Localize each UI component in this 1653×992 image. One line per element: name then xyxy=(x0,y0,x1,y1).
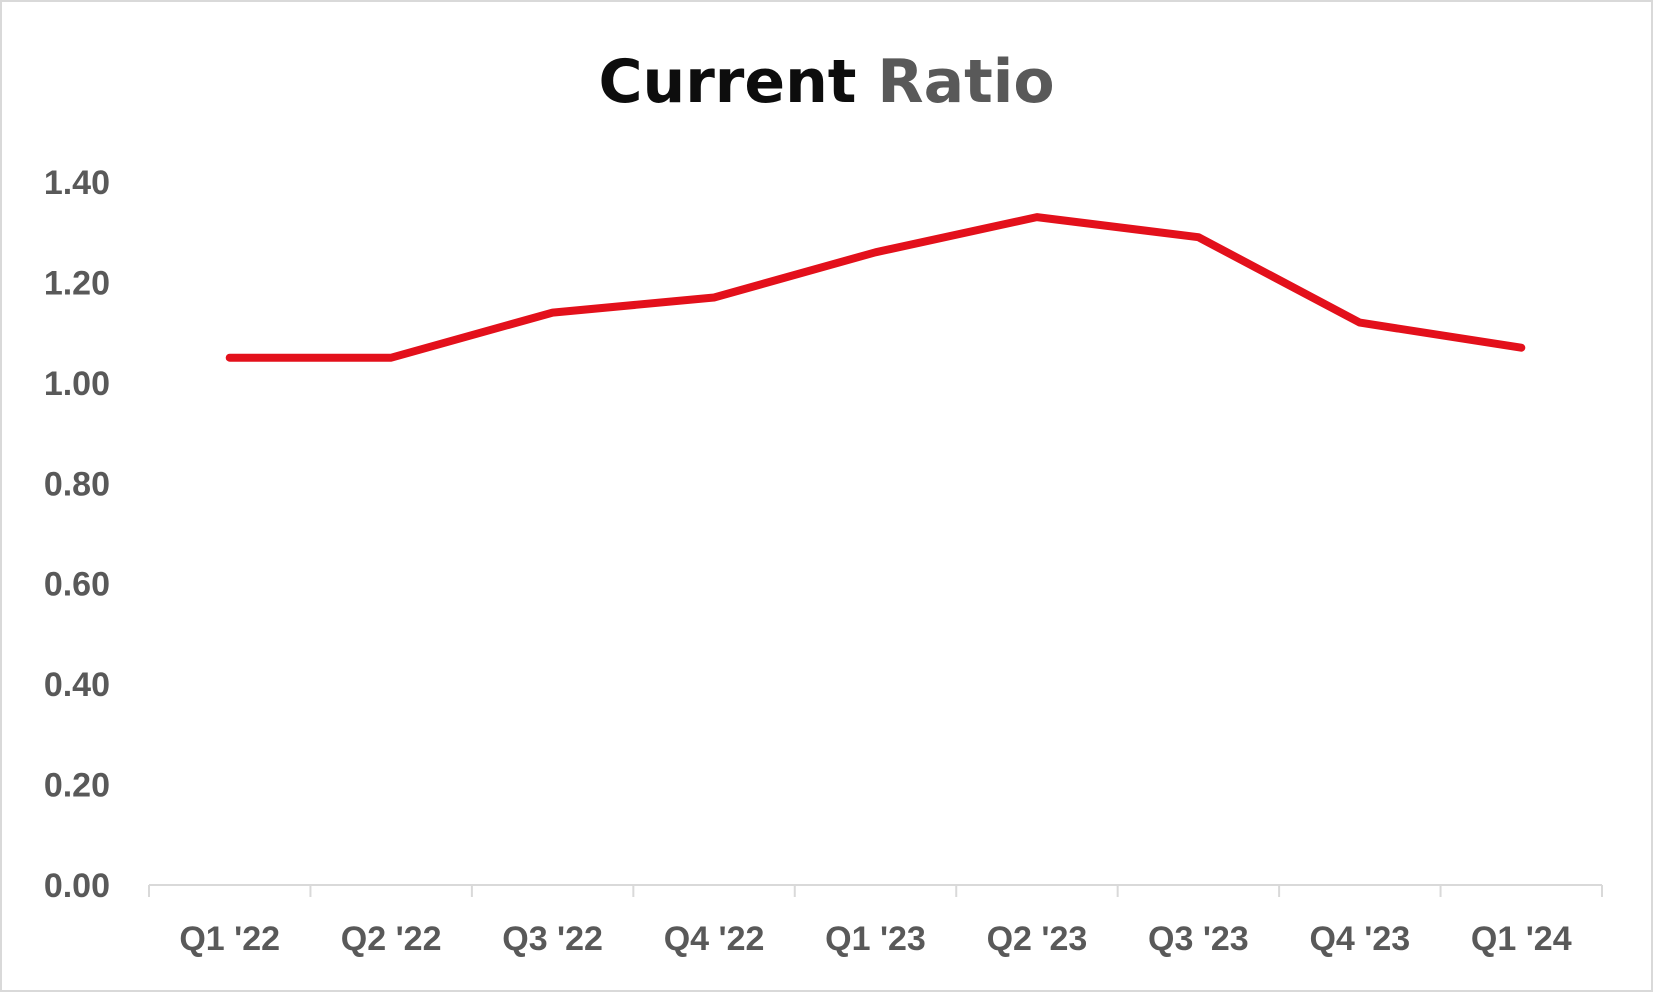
y-tick-label: 0.80 xyxy=(44,465,110,503)
x-tick-label: Q1 '22 xyxy=(179,920,280,958)
chart-title-part-2: Ratio xyxy=(877,47,1055,117)
x-tick-label: Q1 '23 xyxy=(825,920,926,958)
chart-title-part-1: Current xyxy=(598,47,857,117)
x-tick-label: Q2 '23 xyxy=(987,920,1088,958)
series-line xyxy=(225,213,1526,362)
x-tick-label: Q4 '23 xyxy=(1309,920,1410,958)
y-tick-label: 1.00 xyxy=(44,365,110,403)
y-tick-label: 0.00 xyxy=(44,867,110,905)
y-tick-label: 0.20 xyxy=(44,767,110,805)
x-axis-tick-labels: Q1 '22 Q2 '22 Q3 '22 Q4 '22 Q1 '23 Q2 '23 Q3 '… xyxy=(179,920,1571,958)
x-tick-label: Q4 '22 xyxy=(664,920,765,958)
chart-title: Current Ratio xyxy=(2,44,1651,120)
y-tick-label: 0.40 xyxy=(44,666,110,704)
y-axis-tick-labels: 0.00 0.20 0.40 0.60 0.80 1.00 1.20 1.40 xyxy=(44,164,110,905)
x-tick-label: Q3 '23 xyxy=(1148,920,1249,958)
x-tick-label: Q2 '22 xyxy=(341,920,442,958)
x-tick-label: Q1 '24 xyxy=(1471,920,1572,958)
y-tick-label: 1.20 xyxy=(44,264,110,302)
y-tick-label: 0.60 xyxy=(44,566,110,604)
y-tick-label: 1.40 xyxy=(44,164,110,202)
x-tick-label: Q3 '22 xyxy=(502,920,603,958)
x-axis xyxy=(148,884,1603,897)
series-layer xyxy=(225,213,1526,362)
